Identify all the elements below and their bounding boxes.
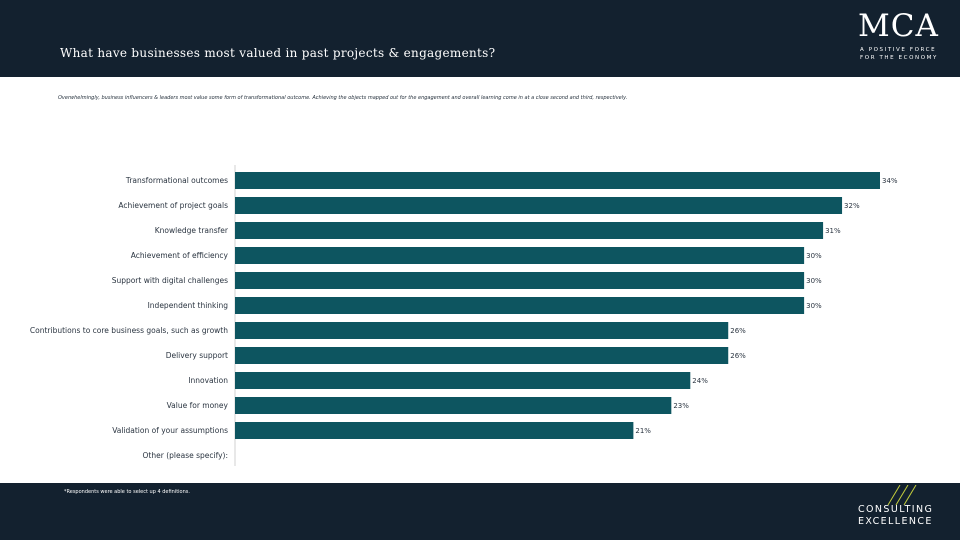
brand-line-1: CONSULTING <box>858 504 934 515</box>
mca-logo-tagline: A POSITIVE FORCE FOR THE ECONOMY <box>860 46 960 62</box>
data-label: 30% <box>806 277 822 285</box>
mca-tagline-line-1: A POSITIVE FORCE <box>860 47 937 53</box>
bar <box>235 322 729 339</box>
bars-group: Transformational outcomes 34% Achievement … <box>30 172 898 460</box>
data-label: 26% <box>730 352 746 360</box>
data-label: 30% <box>806 302 822 310</box>
chart-subtitle: Overwhelmingly, business influencers & l… <box>58 95 628 101</box>
footnote: *Respondents were able to select up 4 de… <box>64 489 190 495</box>
bar <box>235 372 691 389</box>
bar <box>235 397 672 414</box>
category-label: Other (please specify): <box>143 451 228 460</box>
data-label: 31% <box>825 227 841 235</box>
category-label: Achievement of project goals <box>118 201 228 210</box>
bar <box>235 222 824 239</box>
bar <box>235 247 805 264</box>
mca-tagline-line-2: FOR THE ECONOMY <box>860 55 938 61</box>
bar <box>235 197 843 214</box>
data-label: 23% <box>673 402 689 410</box>
consulting-excellence-wordmark: CONSULTING EXCELLENCE <box>858 504 933 528</box>
bar-chart: Transformational outcomes 34% Achievement … <box>30 165 898 466</box>
bar <box>235 172 880 189</box>
page-title: What have businesses most valued in past… <box>60 46 496 60</box>
data-label: 26% <box>730 327 746 335</box>
bar <box>235 297 805 314</box>
category-label: Delivery support <box>166 351 228 360</box>
bar <box>235 272 805 289</box>
category-label: Knowledge transfer <box>155 226 229 235</box>
category-label: Support with digital challenges <box>112 276 228 285</box>
category-label: Value for money <box>167 401 229 410</box>
bar <box>235 422 634 439</box>
logo-stripes-icon <box>887 485 917 505</box>
consulting-excellence-logo: CONSULTING EXCELLENCE <box>856 485 956 537</box>
category-label: Achievement of efficiency <box>131 251 229 260</box>
category-label: Contributions to core business goals, su… <box>30 326 228 335</box>
footer-banner: *Respondents were able to select up 4 de… <box>0 483 960 540</box>
data-label: 32% <box>844 202 860 210</box>
bar <box>235 347 729 364</box>
category-label: Innovation <box>188 376 228 385</box>
category-label: Independent thinking <box>148 301 229 310</box>
mca-logo: MCA <box>858 8 939 44</box>
data-label: 30% <box>806 252 822 260</box>
category-label: Validation of your assumptions <box>112 426 228 435</box>
header-banner: What have businesses most valued in past… <box>0 0 960 77</box>
category-label: Transformational outcomes <box>125 176 228 185</box>
data-label: 34% <box>882 177 898 185</box>
brand-line-2: EXCELLENCE <box>858 516 933 527</box>
data-label: 21% <box>635 427 651 435</box>
data-label: 24% <box>692 377 708 385</box>
